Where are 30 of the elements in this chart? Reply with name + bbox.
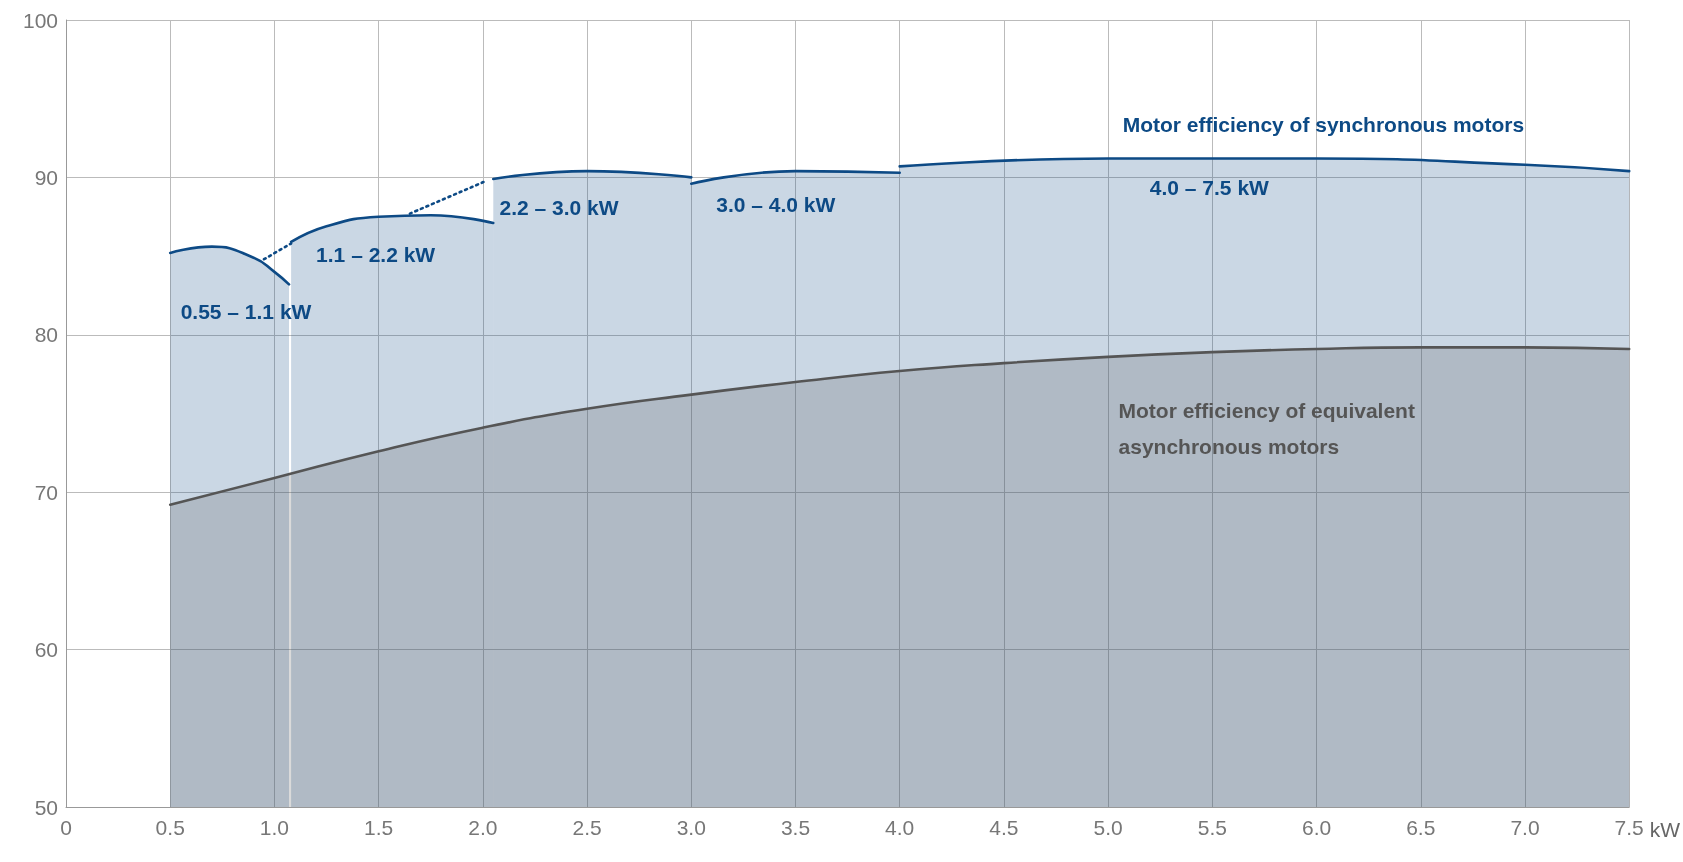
x-tick-label: 7.0 — [1510, 816, 1540, 839]
x-tick-label: 1.5 — [364, 816, 394, 839]
x-tick-label: 0.5 — [155, 816, 185, 839]
x-tick-label: 5.0 — [1093, 816, 1123, 839]
x-tick-label: 0 — [60, 816, 72, 839]
x-tick-label: 3.5 — [780, 816, 811, 839]
y-tick-label: 50 — [34, 795, 58, 819]
x-tick-label: 4.0 — [885, 816, 915, 839]
x-axis-title: kW — [1649, 818, 1681, 841]
x-tick-label: 7.5 — [1614, 816, 1644, 839]
x-tick-label: 1.0 — [259, 816, 290, 839]
x-tick-label: 6.0 — [1301, 816, 1332, 839]
y-tick-label: 100 — [22, 8, 58, 32]
x-tick-label: 2.5 — [572, 816, 602, 839]
x-tick-label: 4.5 — [989, 816, 1019, 839]
x-tick-label: 6.5 — [1406, 816, 1436, 839]
annotation: 2.2 – 3.0 kW — [499, 196, 619, 220]
annotation: 3.0 – 4.0 kW — [716, 192, 836, 216]
annotation: 0.55 – 1.1 kW — [180, 299, 312, 323]
y-tick-label: 80 — [34, 323, 58, 347]
x-tick-label: 5.5 — [1197, 816, 1227, 839]
y-tick-label: 60 — [34, 638, 58, 662]
x-tick-label: 2.0 — [468, 816, 498, 839]
annotation: Motor efficiency of equivalent asynchronous motors — [1118, 399, 1421, 459]
annotation: Motor efficiency of synchronous motors — [1122, 112, 1525, 136]
annotation: 4.0 – 7.5 kW — [1149, 175, 1270, 199]
y-tick-label: 70 — [34, 480, 58, 504]
annotation: 1.1 – 2.2 kW — [316, 243, 436, 267]
x-tick-label: 3.0 — [676, 816, 706, 839]
y-tick-label: 90 — [34, 165, 58, 189]
